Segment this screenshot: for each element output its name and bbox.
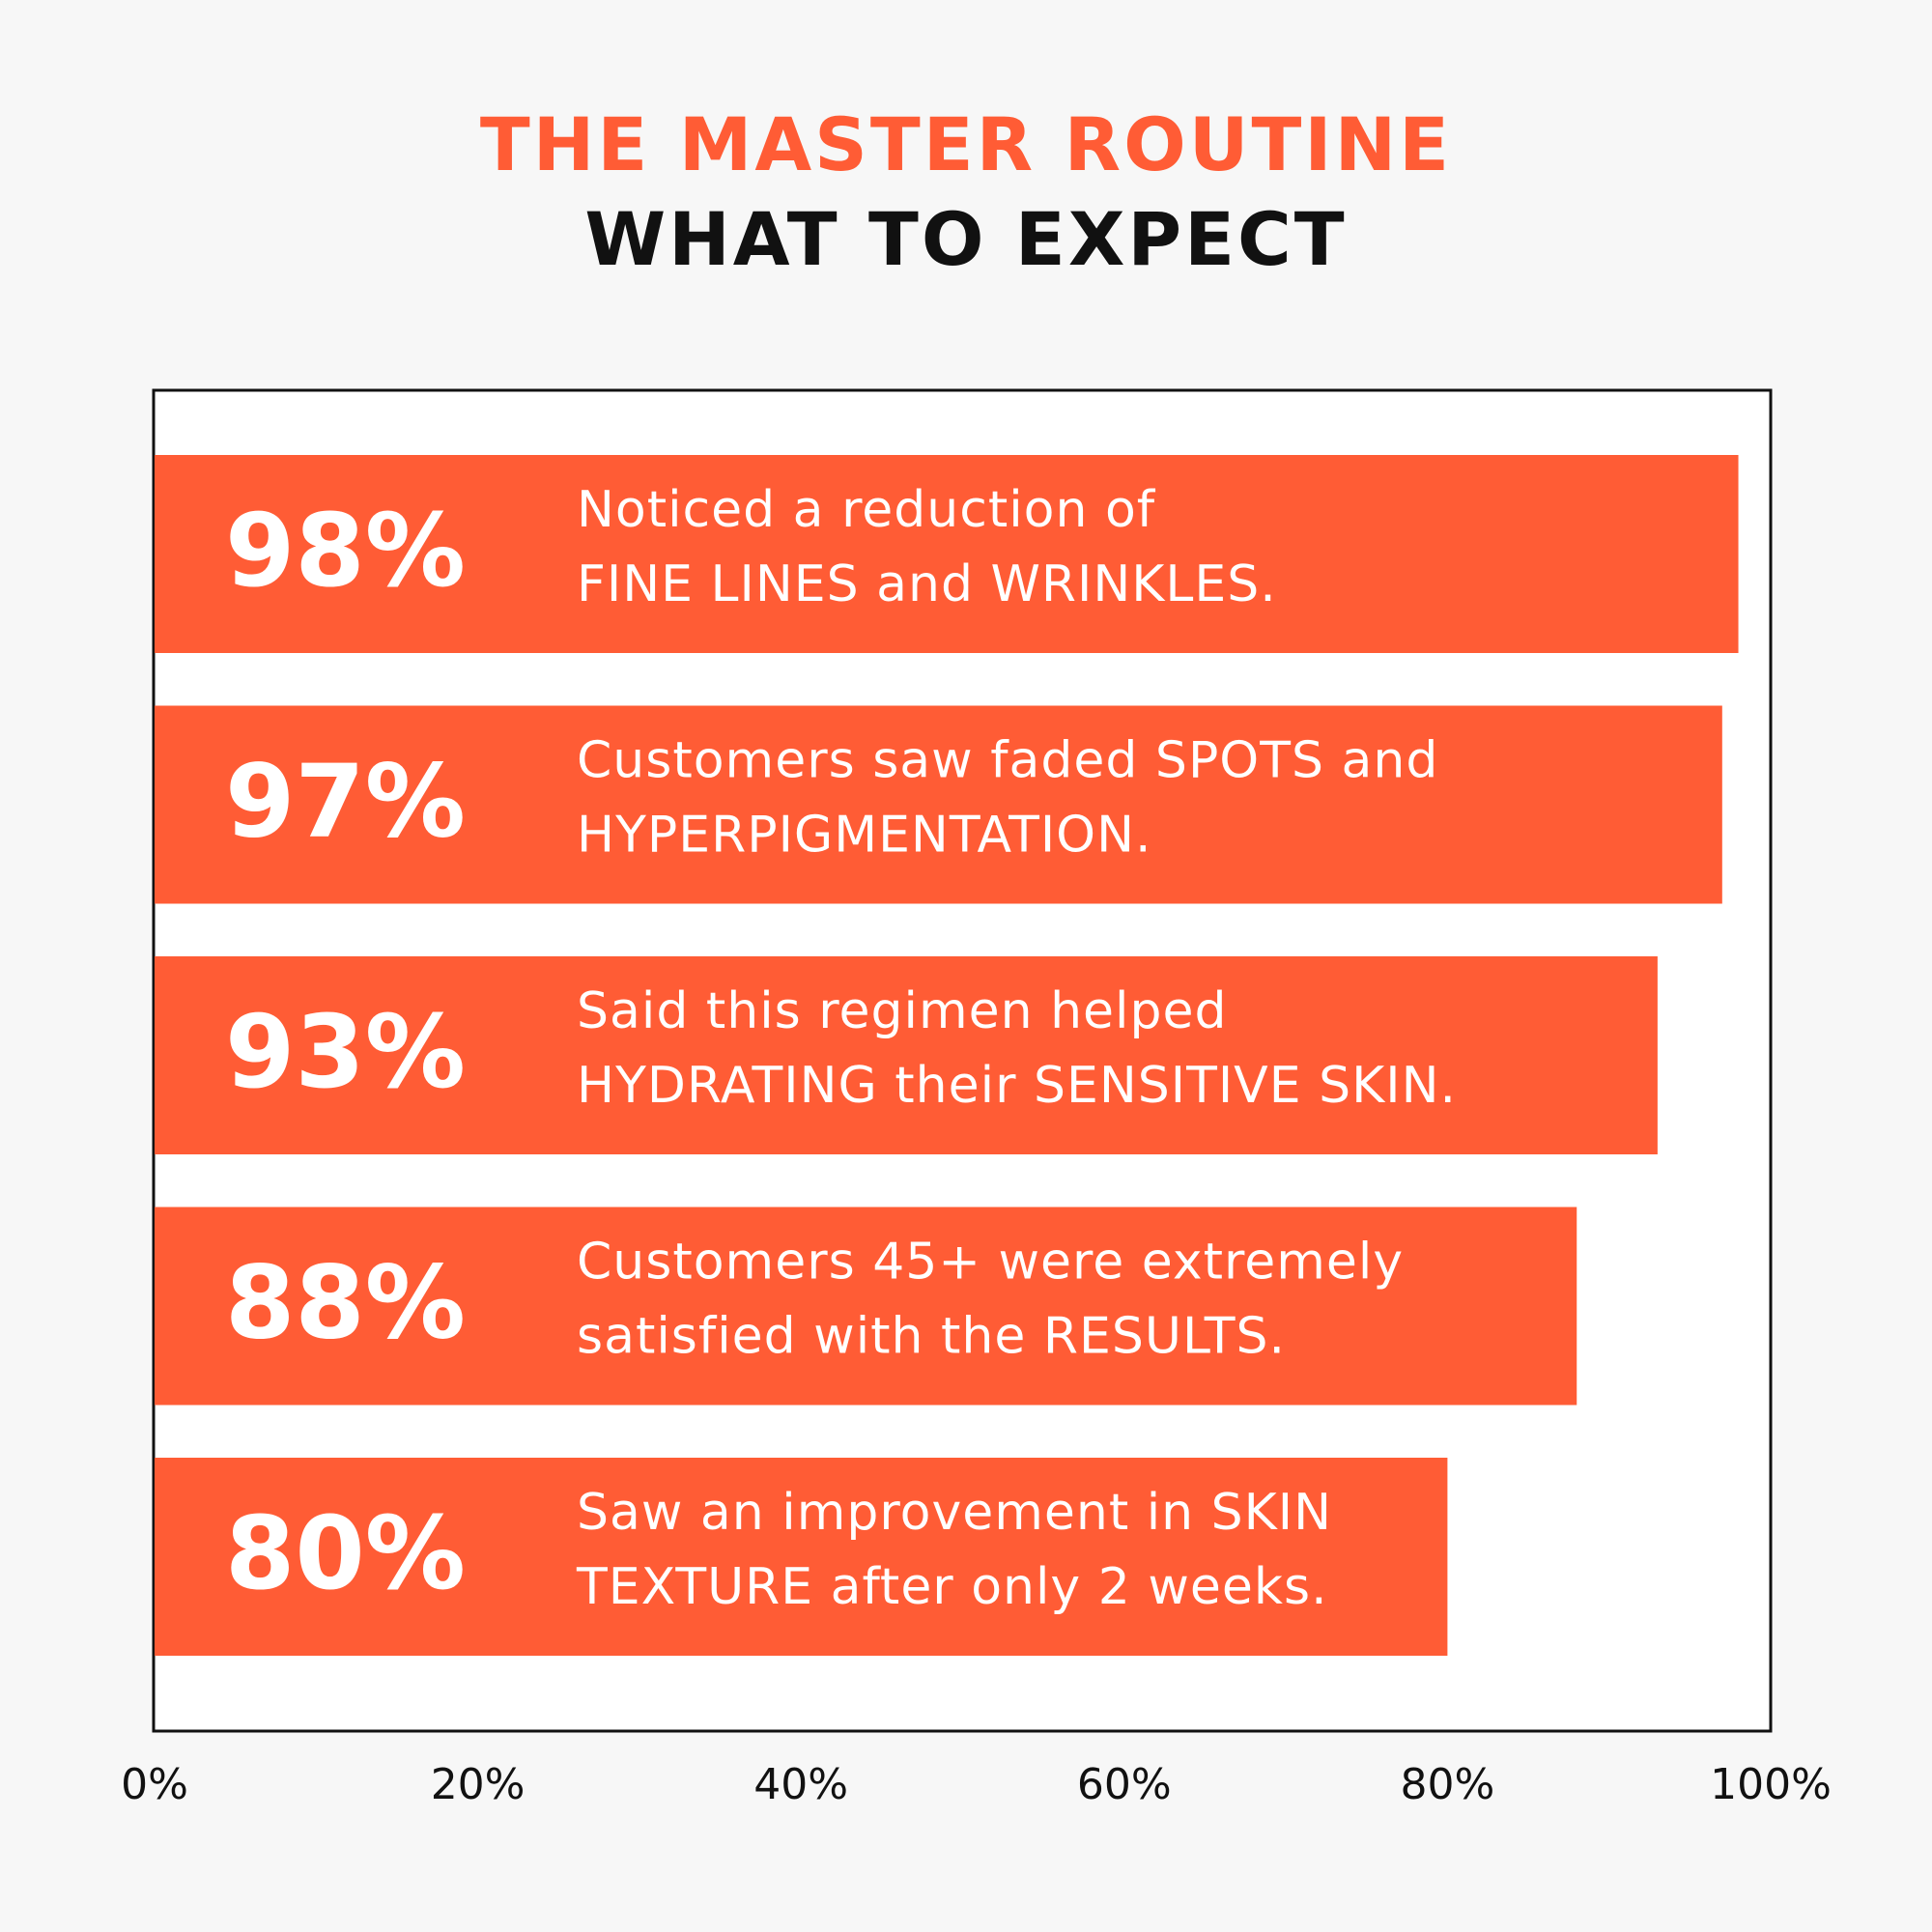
bar-description: Noticed a reduction of [577,481,1156,539]
chart-subtitle: WHAT TO EXPECT [584,196,1347,282]
chart-title: THE MASTER ROUTINE [480,101,1452,187]
value-label: 93% [225,993,466,1111]
bar-description: TEXTURE after only 2 weeks. [576,1558,1328,1616]
value-label: 98% [225,492,466,610]
bar-description: Customers saw faded SPOTS and [577,732,1438,790]
bar-description: FINE LINES and WRINKLES. [577,555,1277,613]
bar [155,705,1722,904]
bar [155,455,1739,653]
bar [155,956,1658,1154]
x-tick-label: 40% [753,1760,848,1809]
value-label: 97% [225,742,466,860]
bar [155,1207,1577,1406]
bar-description: satisfied with the RESULTS. [577,1308,1286,1366]
bar-description: HYPERPIGMENTATION. [577,807,1152,865]
bar [155,1458,1448,1656]
x-tick-label: 80% [1401,1760,1495,1809]
bar-description: HYDRATING their SENSITIVE SKIN. [577,1057,1457,1115]
bar-description: Said this regimen helped [577,982,1228,1040]
bar-description: Customers 45+ were extremely [577,1234,1404,1292]
value-label: 88% [225,1243,466,1361]
x-tick-label: 20% [431,1760,526,1809]
x-tick-label: 0% [121,1760,188,1809]
x-tick-label: 60% [1077,1760,1172,1809]
x-tick-label: 100% [1710,1760,1832,1809]
bar-description: Saw an improvement in SKIN [577,1484,1332,1542]
value-label: 80% [225,1494,466,1612]
